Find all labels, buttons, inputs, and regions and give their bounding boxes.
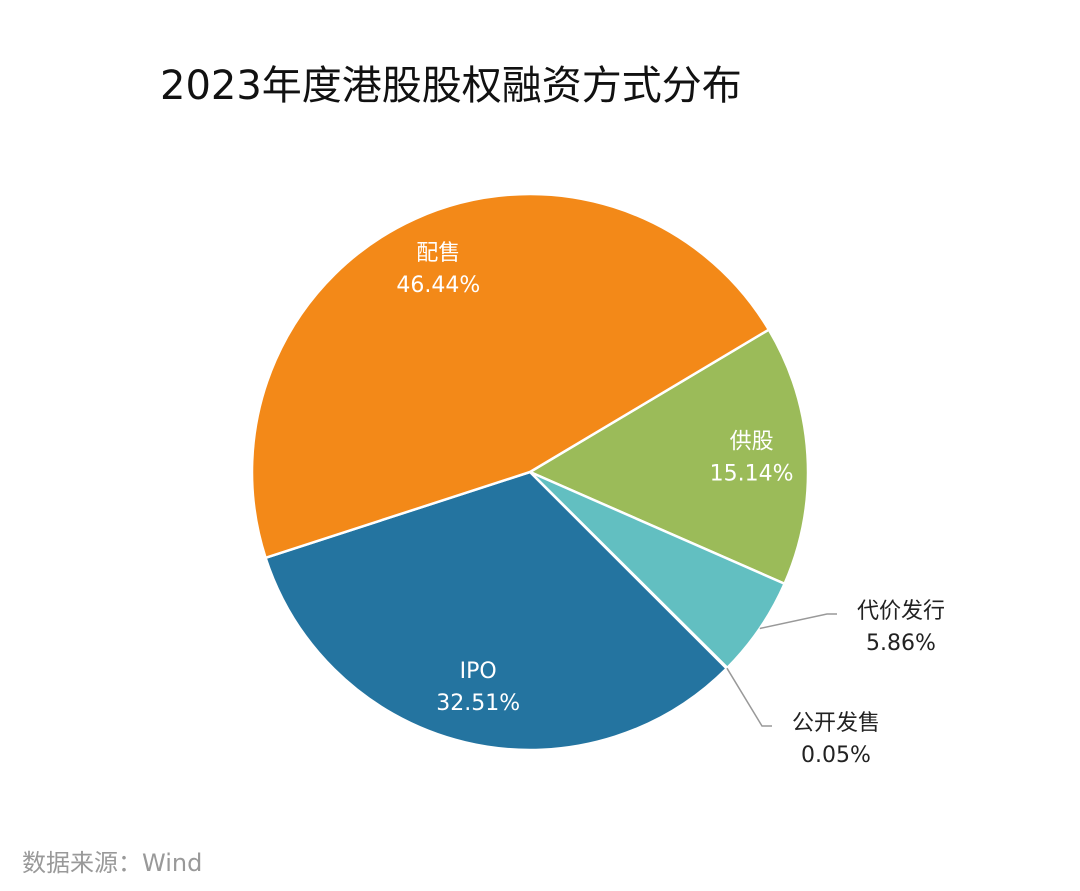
value-label: 32.51% [436,691,520,716]
pie-slice [527,327,810,586]
leader-line [726,667,772,727]
category-label: 代价发行 [857,599,945,624]
value-label: 15.14% [710,461,794,486]
pie-slice [250,192,771,560]
value-label: 0.05% [801,743,871,768]
category-label: 配售 [416,241,460,266]
value-label: 5.86% [866,631,936,656]
category-label: 公开发售 [792,711,880,736]
source-note: 数据来源：Wind [22,849,202,877]
category-label: 供股 [730,429,774,454]
leader-line [759,613,837,630]
category-label: IPO [460,659,497,684]
chart-title: 2023年度港股股权融资方式分布 [160,63,742,109]
value-label: 46.44% [396,273,480,298]
pie-slice [264,470,729,752]
